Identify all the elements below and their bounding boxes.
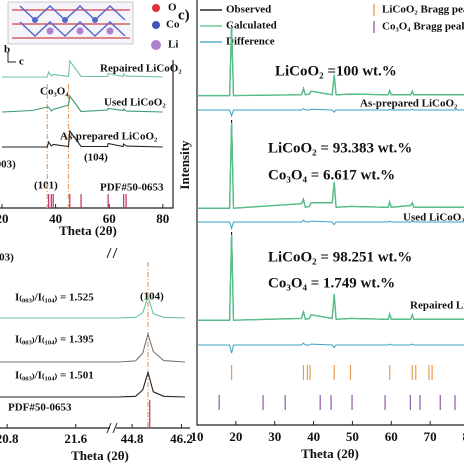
ratio-label: I₍₀₀₃₎/I₍₁₀₄₎ = 1.501 <box>15 370 94 382</box>
series-line <box>2 129 163 148</box>
series-label: Repaired LiCoO₂ <box>100 63 182 75</box>
legend-label: Difference <box>226 36 275 48</box>
legend-o: O <box>168 2 177 14</box>
axis-b: b <box>4 44 10 56</box>
panel-label: c) <box>178 7 190 23</box>
x-tick-label: 30 <box>268 429 281 444</box>
calculated-line <box>197 122 464 209</box>
x-tick-label: 20 <box>229 429 242 444</box>
calculated-line <box>197 26 464 97</box>
phase-fraction: Co₃O₄ = 1.749 wt.% <box>268 275 395 291</box>
y-axis-title: Intensity <box>177 140 192 190</box>
phase-fraction: LiCoO₂ = 93.383 wt.% <box>268 140 412 156</box>
annotation: (104) <box>84 152 108 164</box>
sample-label: As-prepared LiCoO₂ <box>360 98 458 110</box>
x-tick-label: 80 <box>463 429 464 444</box>
x-tick-label: 70 <box>424 429 437 444</box>
ratio-label: I₍₀₀₃₎/I₍₁₀₄₎ = 1.395 <box>15 334 94 346</box>
axes-frames <box>0 0 464 434</box>
x-axis-title: Theta (2θ) <box>71 448 129 463</box>
reference-label: PDF#50-0653 <box>100 182 164 194</box>
x-tick-label: 10 <box>191 429 204 444</box>
phase-fraction: LiCoO₂ =100 wt.% <box>275 63 397 79</box>
legend-li: Li <box>168 39 178 51</box>
series-line <box>1 94 163 113</box>
series-line <box>0 332 186 363</box>
x-tick-label: 60 <box>103 211 116 226</box>
x-tick-label: 46.2 <box>170 431 193 446</box>
phase-fraction: LiCoO₂ = 98.251 wt.% <box>268 249 412 265</box>
x-tick-label: 80 <box>156 211 169 226</box>
x-tick-label: 21.6 <box>64 431 87 446</box>
reference-label: PDF#50-0653 <box>8 402 72 414</box>
legend-label: Calculated <box>226 20 277 32</box>
sample-label: Repaired LiCoO₂ <box>410 300 464 312</box>
difference-line <box>197 342 464 354</box>
x-tick-label: 60 <box>385 429 398 444</box>
series-line <box>0 295 186 319</box>
legend-label: Observed <box>226 4 271 16</box>
phase-fraction: Co₃O₄ = 6.617 wt.% <box>268 167 395 183</box>
x-tick-label: 40 <box>307 429 320 444</box>
x-axis-title: Theta (2θ) <box>301 446 359 461</box>
observed-line <box>197 119 464 209</box>
calculated-line <box>197 234 464 321</box>
x-axis-title: Theta (2θ) <box>59 223 117 238</box>
series-line <box>0 370 186 398</box>
legend-label: Co₃O₄ Bragg peak <box>382 21 464 33</box>
x-tick-label: 20.8 <box>0 431 19 446</box>
legend-co: Co <box>166 19 180 31</box>
series-line <box>2 59 163 78</box>
legend-label: LiCoO₂ Bragg peak <box>382 4 464 16</box>
difference-line <box>197 107 464 118</box>
difference-line <box>197 219 464 230</box>
series-label: As-prepared LiCoO₂ <box>60 131 158 143</box>
crystal-structure <box>7 1 161 63</box>
x-tick-label: 40 <box>49 211 62 226</box>
x-tick-label: 20 <box>0 211 9 226</box>
series-label: Used LiCoO₂ <box>104 97 166 109</box>
x-tick-label: 44.8 <box>121 431 144 446</box>
annotation: (104) <box>140 291 164 303</box>
ratio-label: I₍₀₀₃₎/I₍₁₀₄₎ = 1.525 <box>15 292 94 304</box>
axis-c: c <box>19 56 24 68</box>
x-tick-label: 50 <box>346 429 359 444</box>
annotation: Co₃O₄ <box>40 86 69 98</box>
annotation: (003) <box>0 159 16 171</box>
sample-label: Used LiCoO₂ <box>403 212 464 224</box>
annotation: (101) <box>34 180 58 192</box>
annotation: (003) <box>0 252 14 264</box>
